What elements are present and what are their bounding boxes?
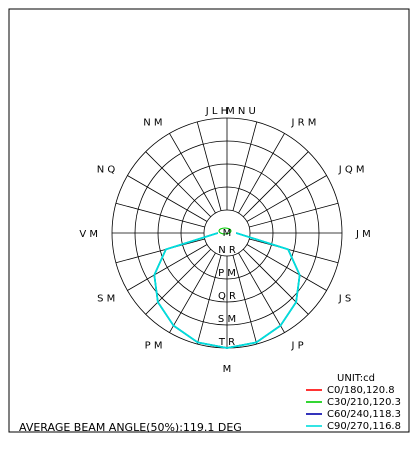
legend-label: C60/240,118.3 — [327, 409, 401, 420]
unit-label: UNIT:cd — [337, 373, 375, 384]
grid-spoke — [169, 252, 216, 333]
legend: UNIT:cd C0/180,120.8C30/210,120.3C60/240… — [306, 373, 401, 432]
legend-label: C90/270,116.8 — [327, 421, 401, 432]
angle-label: N M — [143, 117, 162, 128]
grid-spoke — [242, 151, 309, 218]
curves — [153, 227, 301, 349]
angle-label: N Q — [97, 165, 116, 176]
ring-label: S M — [218, 314, 236, 325]
grid-spoke — [115, 202, 205, 228]
grid-spoke — [145, 151, 212, 218]
angle-labels: J L HM N U J R M N M J Q M N Q J M V M J S S M J … — [79, 106, 370, 375]
grid-spoke — [232, 121, 258, 211]
grid-spoke — [169, 133, 216, 214]
angle-label: J L H — [205, 106, 228, 117]
beam-angle-text: AVERAGE BEAM ANGLE(50%):119.1 DEG — [19, 421, 242, 434]
grid-spoke — [249, 202, 339, 228]
grid-spoke — [242, 248, 309, 315]
angle-label: S M — [97, 294, 115, 305]
angle-label: M N U — [226, 106, 256, 117]
grid-spoke — [238, 133, 285, 214]
grid-spoke — [246, 175, 327, 222]
chart-border — [8, 8, 410, 433]
grid-spoke — [196, 121, 222, 211]
angle-label: J Q M — [338, 165, 365, 176]
ring-labels: N R P M Q R S M T R M — [218, 228, 236, 348]
ring-label: T R — [218, 337, 235, 348]
legend-label: C0/180,120.8 — [327, 385, 395, 396]
center-lobe — [218, 227, 232, 235]
angle-label: J M — [355, 229, 371, 240]
grid-spoke — [249, 238, 339, 264]
ring-label: Q R — [218, 291, 236, 302]
grid-spoke — [238, 252, 285, 333]
angle-label: J R M — [291, 117, 317, 128]
grid-spoke — [145, 248, 212, 315]
angle-label: J S — [338, 294, 351, 305]
grid-spoke — [127, 175, 208, 222]
angle-label: V M — [79, 229, 98, 240]
grid-spoke — [115, 238, 205, 264]
grid-spoke — [232, 255, 258, 345]
grid-spoke — [246, 244, 327, 291]
angle-label: M — [223, 364, 232, 375]
curve-c90 — [153, 232, 301, 349]
ring-label: P M — [218, 268, 236, 279]
angle-label: P M — [145, 341, 163, 352]
polar-grid — [111, 117, 343, 349]
grid-spoke — [196, 255, 222, 345]
ring-label: M — [223, 228, 232, 239]
legend-label: C30/210,120.3 — [327, 397, 401, 408]
ring-label: N R — [218, 245, 236, 256]
angle-label: J P — [291, 341, 304, 352]
grid-spoke — [127, 244, 208, 291]
